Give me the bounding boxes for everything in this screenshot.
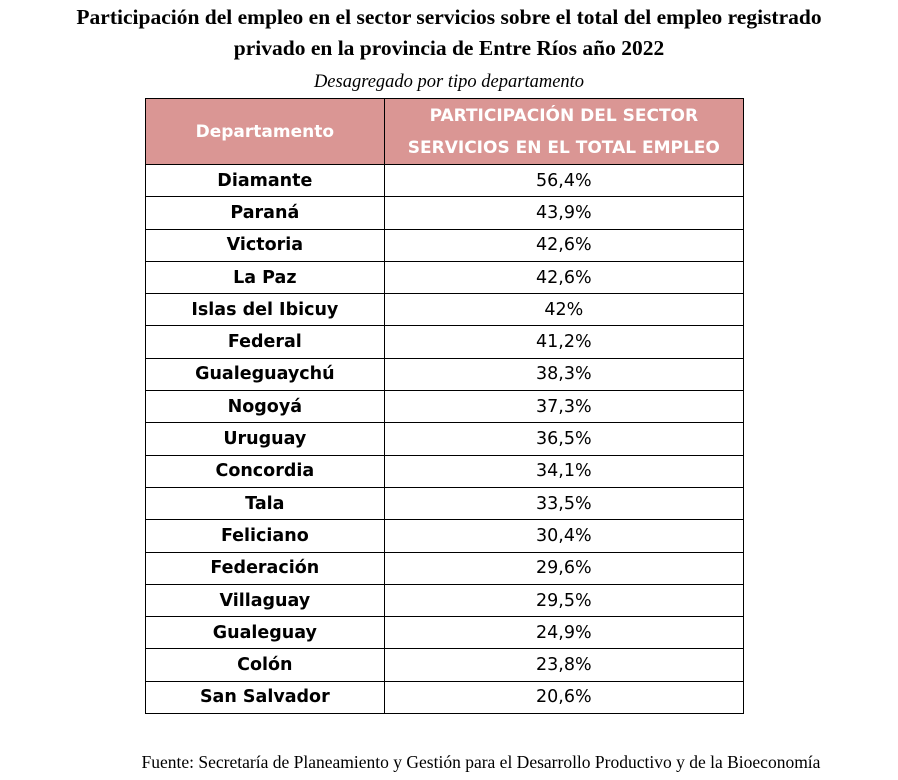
- cell-participacion: 23,8%: [383, 648, 745, 682]
- cell-departamento: San Salvador: [145, 680, 385, 715]
- cell-participacion: 42%: [383, 293, 745, 327]
- table-row: Paraná 43,9%: [145, 196, 745, 230]
- cell-participacion: 43,9%: [383, 196, 745, 230]
- cell-participacion: 42,6%: [383, 260, 745, 295]
- cell-departamento: Villaguay: [145, 583, 385, 618]
- title-line-2: privado en la provincia de Entre Ríos añ…: [233, 36, 665, 60]
- header-participacion-line-2: SERVICIOS EN EL TOTAL EMPLEO: [407, 137, 720, 158]
- cell-participacion: 20,6%: [383, 680, 745, 715]
- cell-participacion: 34,1%: [383, 454, 745, 488]
- table-row: Nogoyá 37,3%: [145, 390, 745, 424]
- source-note: Fuente: Secretaría de Planeamiento y Ges…: [141, 752, 821, 772]
- cell-departamento: Feliciano: [145, 519, 385, 553]
- cell-departamento: Islas del Ibicuy: [145, 293, 385, 327]
- cell-departamento: Federación: [145, 551, 385, 585]
- cell-participacion: 37,3%: [383, 390, 745, 424]
- cell-departamento: Paraná: [145, 196, 385, 230]
- cell-departamento: Gualeguay: [145, 616, 385, 650]
- table-row: Feliciano 30,4%: [145, 519, 745, 553]
- table-body: Diamante 56,4% Paraná 43,9% Victoria 42,6% La …: [145, 163, 745, 715]
- table-row: San Salvador 20,6%: [145, 680, 745, 715]
- header-participacion-line-1: PARTICIPACIÓN DEL SECTOR: [429, 105, 699, 126]
- title-line-1: Participación del empleo en el sector se…: [76, 5, 822, 29]
- cell-departamento: Federal: [145, 325, 385, 359]
- cell-participacion: 30,4%: [383, 519, 745, 553]
- cell-participacion: 56,4%: [383, 163, 745, 198]
- table-row: Federal 41,2%: [145, 325, 745, 359]
- cell-departamento: Concordia: [145, 454, 385, 488]
- employment-table: Departamento PARTICIPACIÓN DEL SECTOR SE…: [145, 98, 745, 715]
- table-row: Villaguay 29,5%: [145, 583, 745, 618]
- table-row: Uruguay 36,5%: [145, 422, 745, 456]
- table-row: La Paz 42,6%: [145, 260, 745, 295]
- table-row: Victoria 42,6%: [145, 228, 745, 262]
- table-row: Federación 29,6%: [145, 551, 745, 585]
- cell-participacion: 41,2%: [383, 325, 745, 359]
- cell-departamento: Colón: [145, 648, 385, 682]
- cell-participacion: 38,3%: [383, 357, 745, 392]
- cell-participacion: 33,5%: [383, 486, 745, 521]
- table-row: Diamante 56,4%: [145, 163, 745, 198]
- cell-departamento: Nogoyá: [145, 390, 385, 424]
- table-row: Gualeguay 24,9%: [145, 616, 745, 650]
- cell-participacion: 42,6%: [383, 228, 745, 262]
- table-row: Gualeguaychú 38,3%: [145, 357, 745, 392]
- table-row: Tala 33,5%: [145, 486, 745, 521]
- header-participacion: PARTICIPACIÓN DEL SECTOR SERVICIOS EN EL…: [383, 98, 745, 165]
- cell-departamento: Gualeguaychú: [145, 357, 385, 392]
- table-header-row: Departamento PARTICIPACIÓN DEL SECTOR SE…: [145, 98, 745, 165]
- cell-participacion: 29,6%: [383, 551, 745, 585]
- subtitle: Desagregado por tipo departamento: [313, 72, 585, 92]
- cell-participacion: 36,5%: [383, 422, 745, 456]
- cell-departamento: Tala: [145, 486, 385, 521]
- cell-departamento: Uruguay: [145, 422, 385, 456]
- cell-departamento: Diamante: [145, 163, 385, 198]
- table-row: Colón 23,8%: [145, 648, 745, 682]
- cell-departamento: Victoria: [145, 228, 385, 262]
- cell-participacion: 29,5%: [383, 583, 745, 618]
- header-departamento: Departamento: [145, 98, 385, 165]
- page-title: Participación del empleo en el sector se…: [0, 2, 898, 64]
- cell-departamento: La Paz: [145, 260, 385, 295]
- table-row: Concordia 34,1%: [145, 454, 745, 488]
- cell-participacion: 24,9%: [383, 616, 745, 650]
- table-row: Islas del Ibicuy 42%: [145, 293, 745, 327]
